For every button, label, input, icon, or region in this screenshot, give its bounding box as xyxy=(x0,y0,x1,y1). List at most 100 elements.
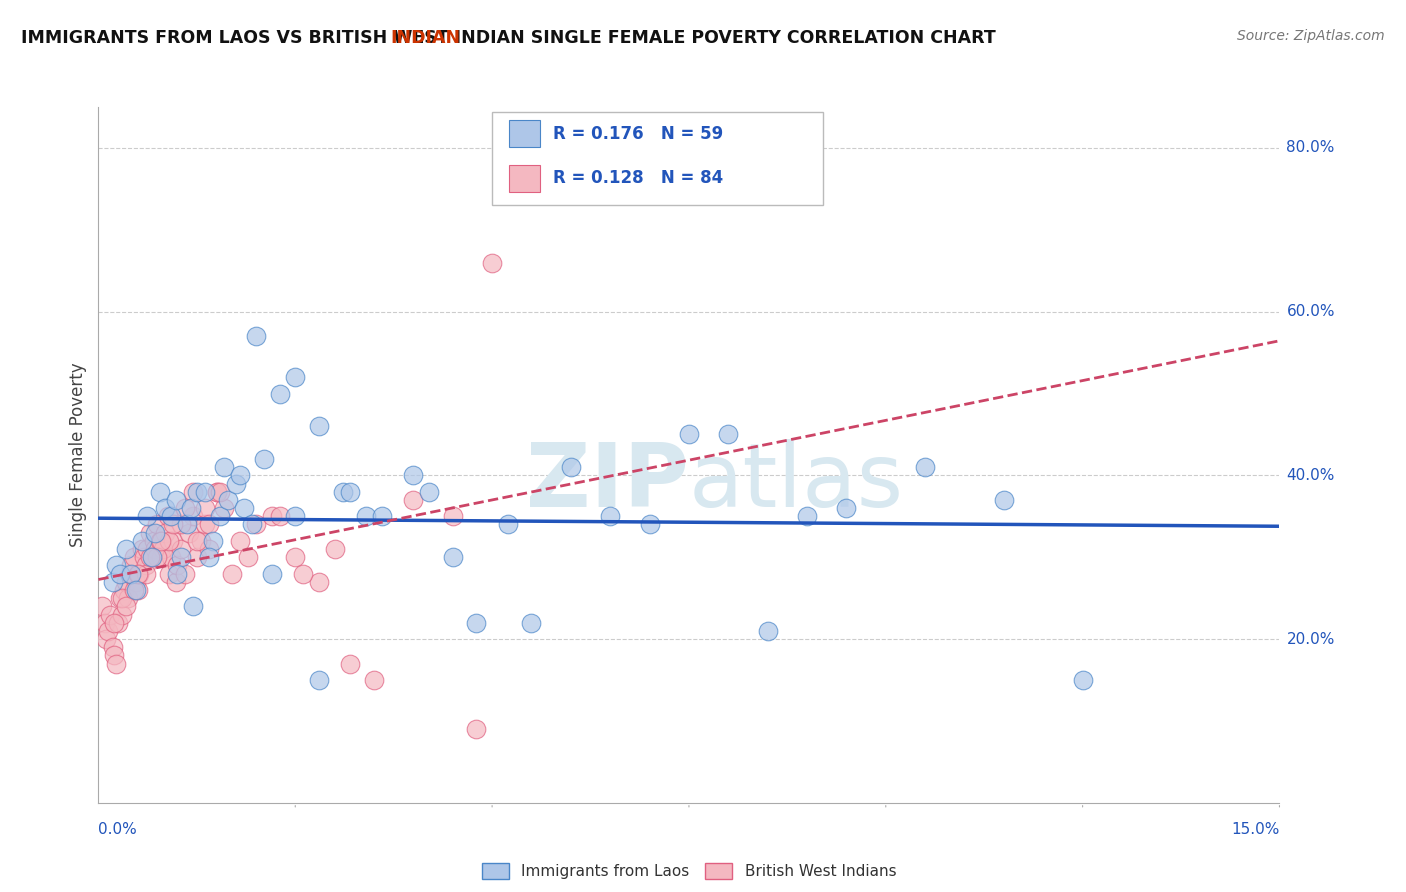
Point xyxy=(236,550,259,565)
Point xyxy=(205,484,228,499)
Point xyxy=(197,517,219,532)
Point xyxy=(560,460,582,475)
Point xyxy=(107,615,129,630)
Point xyxy=(121,566,143,581)
Point xyxy=(115,542,138,557)
Point xyxy=(260,509,283,524)
Text: 40.0%: 40.0% xyxy=(1286,468,1334,483)
Point xyxy=(103,648,125,663)
Point xyxy=(269,509,291,524)
Point xyxy=(914,460,936,475)
Point xyxy=(155,501,177,516)
Point xyxy=(638,517,661,532)
Point xyxy=(138,550,160,565)
Text: 15.0%: 15.0% xyxy=(1232,822,1279,838)
Text: 20.0%: 20.0% xyxy=(1286,632,1334,647)
Point xyxy=(103,615,125,630)
Point xyxy=(117,591,139,606)
Point xyxy=(165,574,187,589)
Text: ZIP: ZIP xyxy=(526,439,689,526)
Point xyxy=(678,427,700,442)
Point xyxy=(131,542,153,557)
Point xyxy=(170,517,193,532)
Point xyxy=(481,255,503,269)
Point xyxy=(162,533,184,548)
Point xyxy=(181,599,204,614)
Text: Source: ZipAtlas.com: Source: ZipAtlas.com xyxy=(1237,29,1385,43)
Point xyxy=(835,501,858,516)
Point xyxy=(128,566,150,581)
Point xyxy=(93,615,115,630)
Point xyxy=(599,509,621,524)
Point xyxy=(363,673,385,687)
Point xyxy=(284,370,307,384)
Point xyxy=(402,468,425,483)
Point xyxy=(993,492,1015,507)
Point xyxy=(115,574,138,589)
Point xyxy=(156,509,179,524)
Point xyxy=(152,542,174,557)
Point xyxy=(225,476,247,491)
Text: R = 0.128   N = 84: R = 0.128 N = 84 xyxy=(553,169,723,187)
Point xyxy=(209,484,232,499)
Point xyxy=(170,550,193,565)
Point xyxy=(157,533,180,548)
Point xyxy=(162,517,184,532)
Point xyxy=(97,624,120,638)
Point xyxy=(441,550,464,565)
Point xyxy=(111,591,134,606)
Point xyxy=(339,484,361,499)
Point xyxy=(418,484,440,499)
Point xyxy=(143,542,166,557)
Point xyxy=(141,550,163,565)
Point xyxy=(101,640,124,655)
Point xyxy=(465,722,488,736)
Point xyxy=(174,501,197,516)
Point xyxy=(194,501,217,516)
Point xyxy=(125,582,148,597)
Point xyxy=(146,517,169,532)
Text: 60.0%: 60.0% xyxy=(1286,304,1334,319)
Point xyxy=(138,525,160,540)
Point xyxy=(115,599,138,614)
Point xyxy=(142,533,165,548)
Point xyxy=(186,484,208,499)
Point xyxy=(354,509,377,524)
Point xyxy=(101,574,124,589)
Point xyxy=(143,525,166,540)
Text: IMMIGRANTS FROM LAOS VS BRITISH WEST INDIAN SINGLE FEMALE POVERTY CORRELATION CH: IMMIGRANTS FROM LAOS VS BRITISH WEST IND… xyxy=(21,29,995,46)
Point xyxy=(308,574,330,589)
Point xyxy=(98,607,121,622)
Point xyxy=(240,517,263,532)
Point xyxy=(181,484,204,499)
Point xyxy=(149,484,172,499)
Text: atlas: atlas xyxy=(689,439,904,526)
Point xyxy=(441,509,464,524)
Point xyxy=(253,452,276,467)
Point xyxy=(136,542,159,557)
Point xyxy=(245,329,267,343)
Point xyxy=(125,574,148,589)
Point xyxy=(150,550,173,565)
Point xyxy=(292,566,315,581)
Point xyxy=(229,468,252,483)
Point xyxy=(308,419,330,434)
Point xyxy=(186,533,208,548)
Point xyxy=(214,501,236,516)
Point xyxy=(176,517,198,532)
Point xyxy=(170,542,193,557)
Point xyxy=(205,484,228,499)
Point xyxy=(180,501,202,516)
Point xyxy=(214,460,236,475)
Point xyxy=(110,566,132,581)
Point xyxy=(146,550,169,565)
Text: 0.0%: 0.0% xyxy=(98,822,138,838)
Point xyxy=(122,582,145,597)
Point xyxy=(174,566,197,581)
Point xyxy=(209,509,232,524)
Point xyxy=(233,501,256,516)
Point xyxy=(717,427,740,442)
Text: 80.0%: 80.0% xyxy=(1286,140,1334,155)
Point xyxy=(132,550,155,565)
Point xyxy=(181,509,204,524)
